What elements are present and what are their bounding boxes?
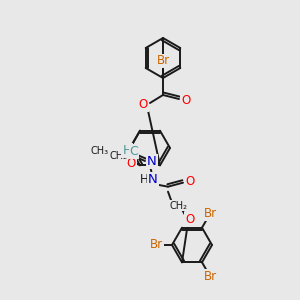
Text: Br: Br	[203, 270, 217, 283]
Text: N: N	[147, 155, 157, 168]
Text: CH₂: CH₂	[169, 201, 187, 211]
Text: O: O	[138, 98, 148, 112]
Text: Br: Br	[203, 207, 217, 220]
Text: H: H	[122, 144, 132, 157]
Text: H: H	[140, 173, 148, 186]
Text: CH₂: CH₂	[109, 151, 127, 161]
Text: Br: Br	[149, 238, 163, 251]
Text: N: N	[148, 173, 158, 186]
Text: O: O	[126, 157, 136, 170]
Text: Br: Br	[156, 55, 170, 68]
Text: O: O	[182, 94, 190, 106]
Text: C: C	[130, 145, 138, 158]
Text: CH₃: CH₃	[91, 146, 109, 156]
Text: O: O	[185, 213, 195, 226]
Text: O: O	[185, 175, 195, 188]
